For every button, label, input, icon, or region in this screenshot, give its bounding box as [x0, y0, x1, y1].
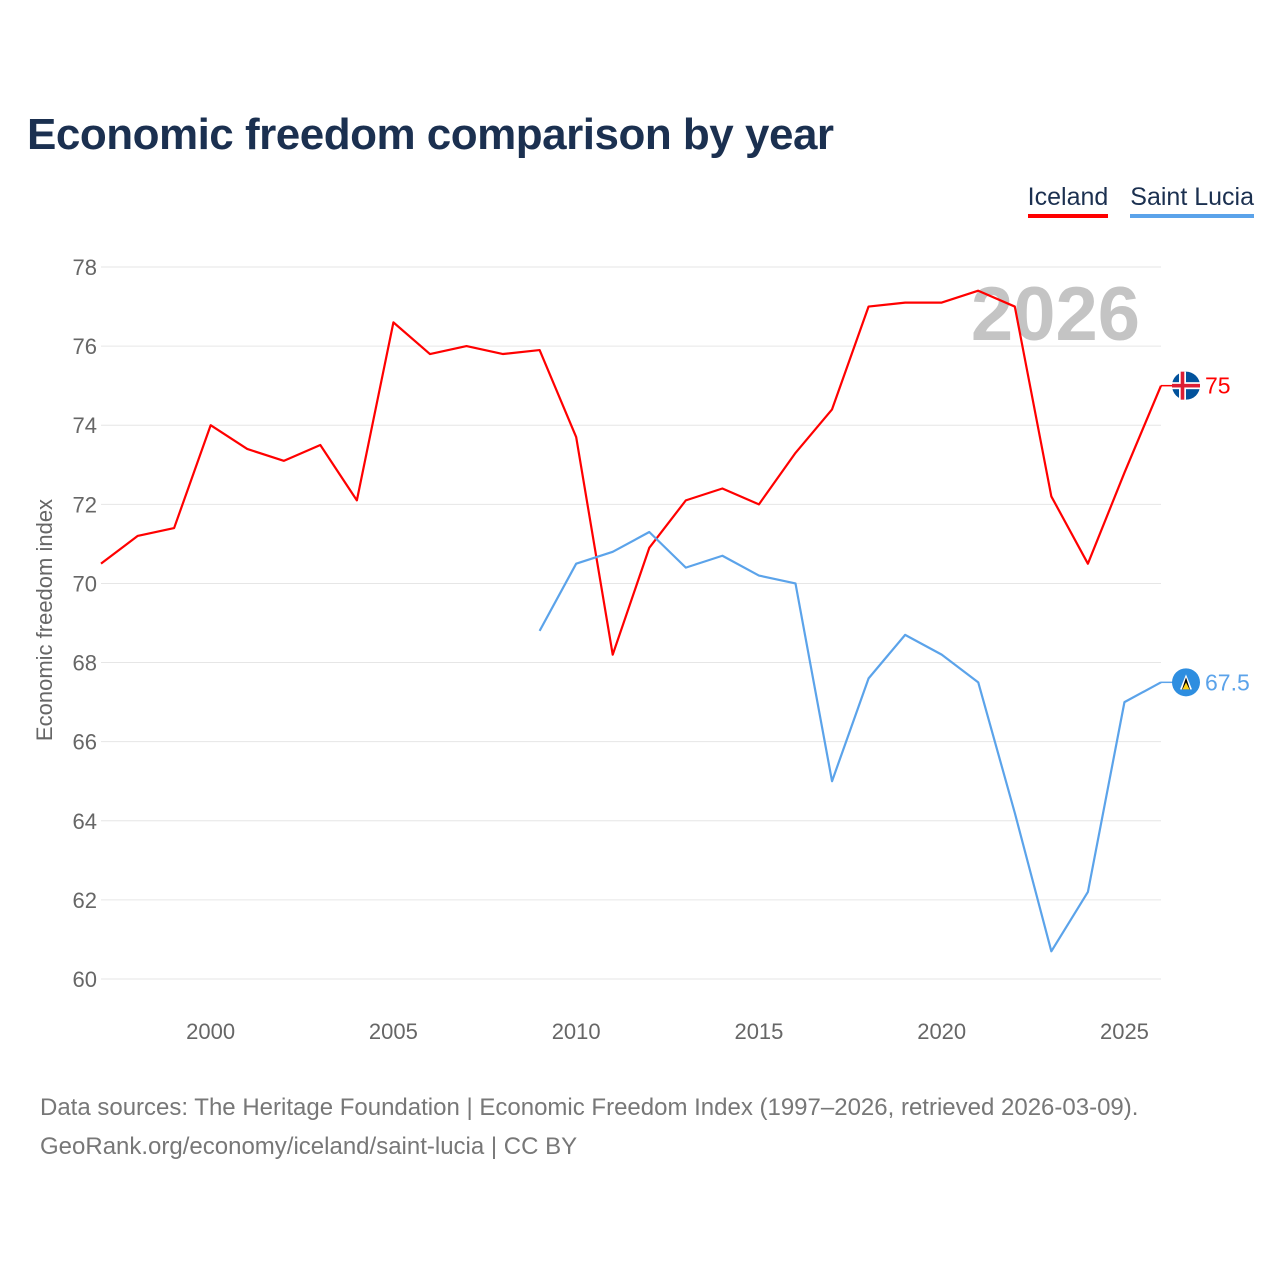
- y-axis-label: Economic freedom index: [32, 499, 57, 741]
- source-note: Data sources: The Heritage Foundation | …: [40, 1088, 1138, 1166]
- x-tick-label: 2025: [1100, 1019, 1149, 1044]
- flag-triangle: [1182, 682, 1190, 690]
- y-tick-label: 62: [73, 888, 97, 913]
- saint-lucia-flag-icon: [1172, 668, 1200, 697]
- x-tick-label: 2005: [369, 1019, 418, 1044]
- y-tick-label: 68: [73, 651, 97, 676]
- legend-saint-lucia[interactable]: Saint Lucia: [1130, 183, 1254, 218]
- flag-cross: [1172, 383, 1200, 388]
- y-tick-label: 76: [73, 334, 97, 359]
- x-tick-label: 2020: [917, 1019, 966, 1044]
- legend: Iceland Saint Lucia: [1027, 183, 1254, 218]
- x-tick-label: 2015: [734, 1019, 783, 1044]
- x-tick-label: 2010: [552, 1019, 601, 1044]
- year-watermark: 2026: [971, 272, 1140, 357]
- y-tick-label: 72: [73, 492, 97, 517]
- source-line-2[interactable]: GeoRank.org/economy/iceland/saint-lucia …: [40, 1133, 578, 1160]
- chart-title: Economic freedom comparison by year: [27, 110, 834, 159]
- y-tick-label: 60: [73, 967, 97, 992]
- series-line-iceland: [100, 289, 1163, 656]
- iceland-flag-icon: [1172, 371, 1200, 400]
- y-tick-label: 70: [73, 571, 97, 596]
- legend-iceland[interactable]: Iceland: [1027, 183, 1109, 218]
- y-tick-label: 74: [73, 413, 97, 438]
- end-value-label: 67.5: [1205, 669, 1250, 695]
- source-line-1: Data sources: The Heritage Foundation | …: [40, 1094, 1139, 1121]
- flag-cross: [1180, 371, 1185, 400]
- end-value-label: 75: [1205, 373, 1231, 399]
- y-tick-label: 66: [73, 730, 97, 755]
- x-tick-label: 2000: [186, 1019, 235, 1044]
- y-tick-label: 78: [73, 255, 97, 280]
- series-line-saint-lucia: [538, 530, 1162, 953]
- y-tick-label: 64: [73, 809, 97, 834]
